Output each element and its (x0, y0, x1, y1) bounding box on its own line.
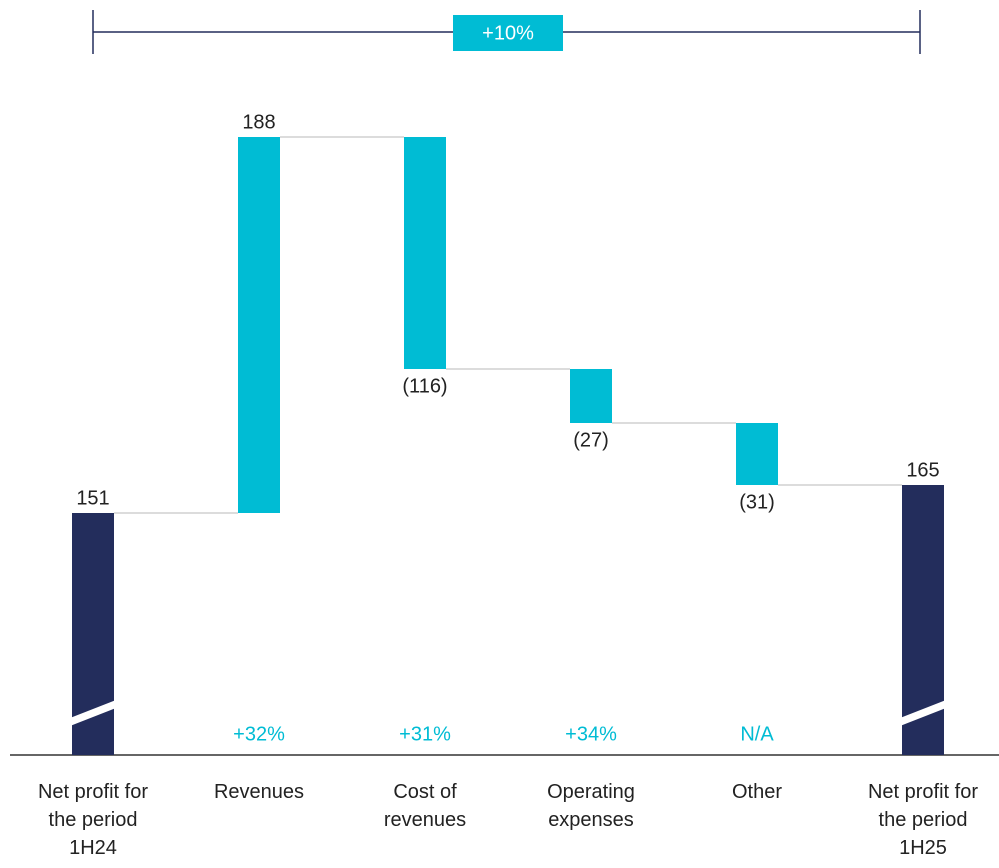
axis-break (70, 700, 116, 726)
total-change: +10% (482, 22, 534, 44)
value-label: 188 (242, 111, 275, 133)
change-label: +34% (565, 723, 617, 745)
category-label: Cost of revenues (383, 781, 467, 831)
category-label: Revenues (213, 781, 305, 803)
bar (736, 423, 778, 485)
category-label: Net profit for the period 1H25 (867, 781, 979, 859)
category-label: Other (731, 781, 783, 803)
change-label: +32% (233, 723, 285, 745)
bar (404, 137, 446, 369)
value-label: (27) (573, 429, 609, 451)
value-label: 151 (76, 487, 109, 509)
category-label: Net profit for the period 1H24 (37, 781, 149, 859)
bar (238, 137, 280, 513)
value-label: (116) (402, 375, 447, 397)
bar (570, 369, 612, 423)
change-label: N/A (740, 723, 774, 745)
value-label: 165 (906, 459, 939, 481)
total-change-box (453, 15, 563, 51)
axis-break (900, 700, 946, 726)
category-label: Operating expenses (547, 781, 635, 831)
change-label: +31% (399, 723, 451, 745)
value-label: (31) (739, 491, 775, 513)
